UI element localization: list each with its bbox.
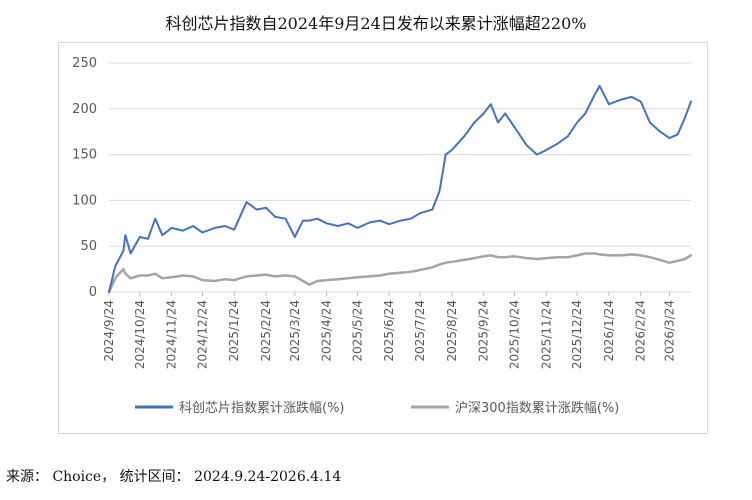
x-tick-label: 2026/3/24 [662, 300, 676, 362]
x-tick-label: 2026/1/24 [602, 300, 616, 362]
y-tick-label: 100 [72, 193, 97, 208]
page-title: 科创芯片指数自2024年9月24日发布以来累计涨幅超220% [165, 14, 587, 33]
series-line-1 [107, 252, 693, 294]
y-tick-label: 50 [80, 239, 97, 254]
y-tick-label: 150 [72, 148, 97, 163]
x-tick-label: 2024/9/24 [102, 300, 116, 362]
x-tick-label: 2025/12/24 [570, 300, 584, 369]
x-tick-label: 2025/11/24 [539, 300, 553, 369]
x-tick-label: 2025/1/24 [227, 300, 241, 362]
source-note: 来源： Choice， 统计区间： 2024.9.24-2026.4.14 [6, 469, 342, 485]
x-tick-label: 2025/6/24 [382, 300, 396, 362]
x-tick-label: 2025/8/24 [445, 300, 459, 362]
y-tick-label: 0 [89, 285, 97, 300]
x-tick-label: 2024/10/24 [133, 300, 147, 369]
x-tick-label: 2025/5/24 [350, 300, 364, 362]
legend-label-0: 科创芯片指数累计涨跌幅(%) [179, 400, 345, 416]
series-line-0 [108, 84, 692, 293]
x-tick-label: 2024/11/24 [165, 300, 179, 369]
legend-label-1: 沪深300指数累计涨跌幅(%) [455, 400, 619, 416]
y-tick-label: 250 [72, 56, 97, 71]
chart-frame: 0 50 100 150 200 250 2024/9/24 2024/10/24 2024/1… [58, 42, 708, 434]
x-tick-label: 2025/4/24 [320, 300, 334, 362]
y-tick-label: 200 [72, 102, 97, 117]
x-tick-label: 2025/9/24 [477, 300, 491, 362]
x-tick-label: 2025/7/24 [413, 300, 427, 362]
x-tick-label: 2025/2/24 [259, 300, 273, 362]
x-tick-label: 2025/3/24 [288, 300, 302, 362]
x-tick-label: 2025/10/24 [507, 300, 521, 369]
line-chart: 0 50 100 150 200 250 2024/9/24 2024/10/24 2024/1… [72, 56, 693, 416]
x-tick-label: 2026/2/24 [634, 300, 648, 362]
x-tick-label: 2024/12/24 [195, 300, 209, 369]
